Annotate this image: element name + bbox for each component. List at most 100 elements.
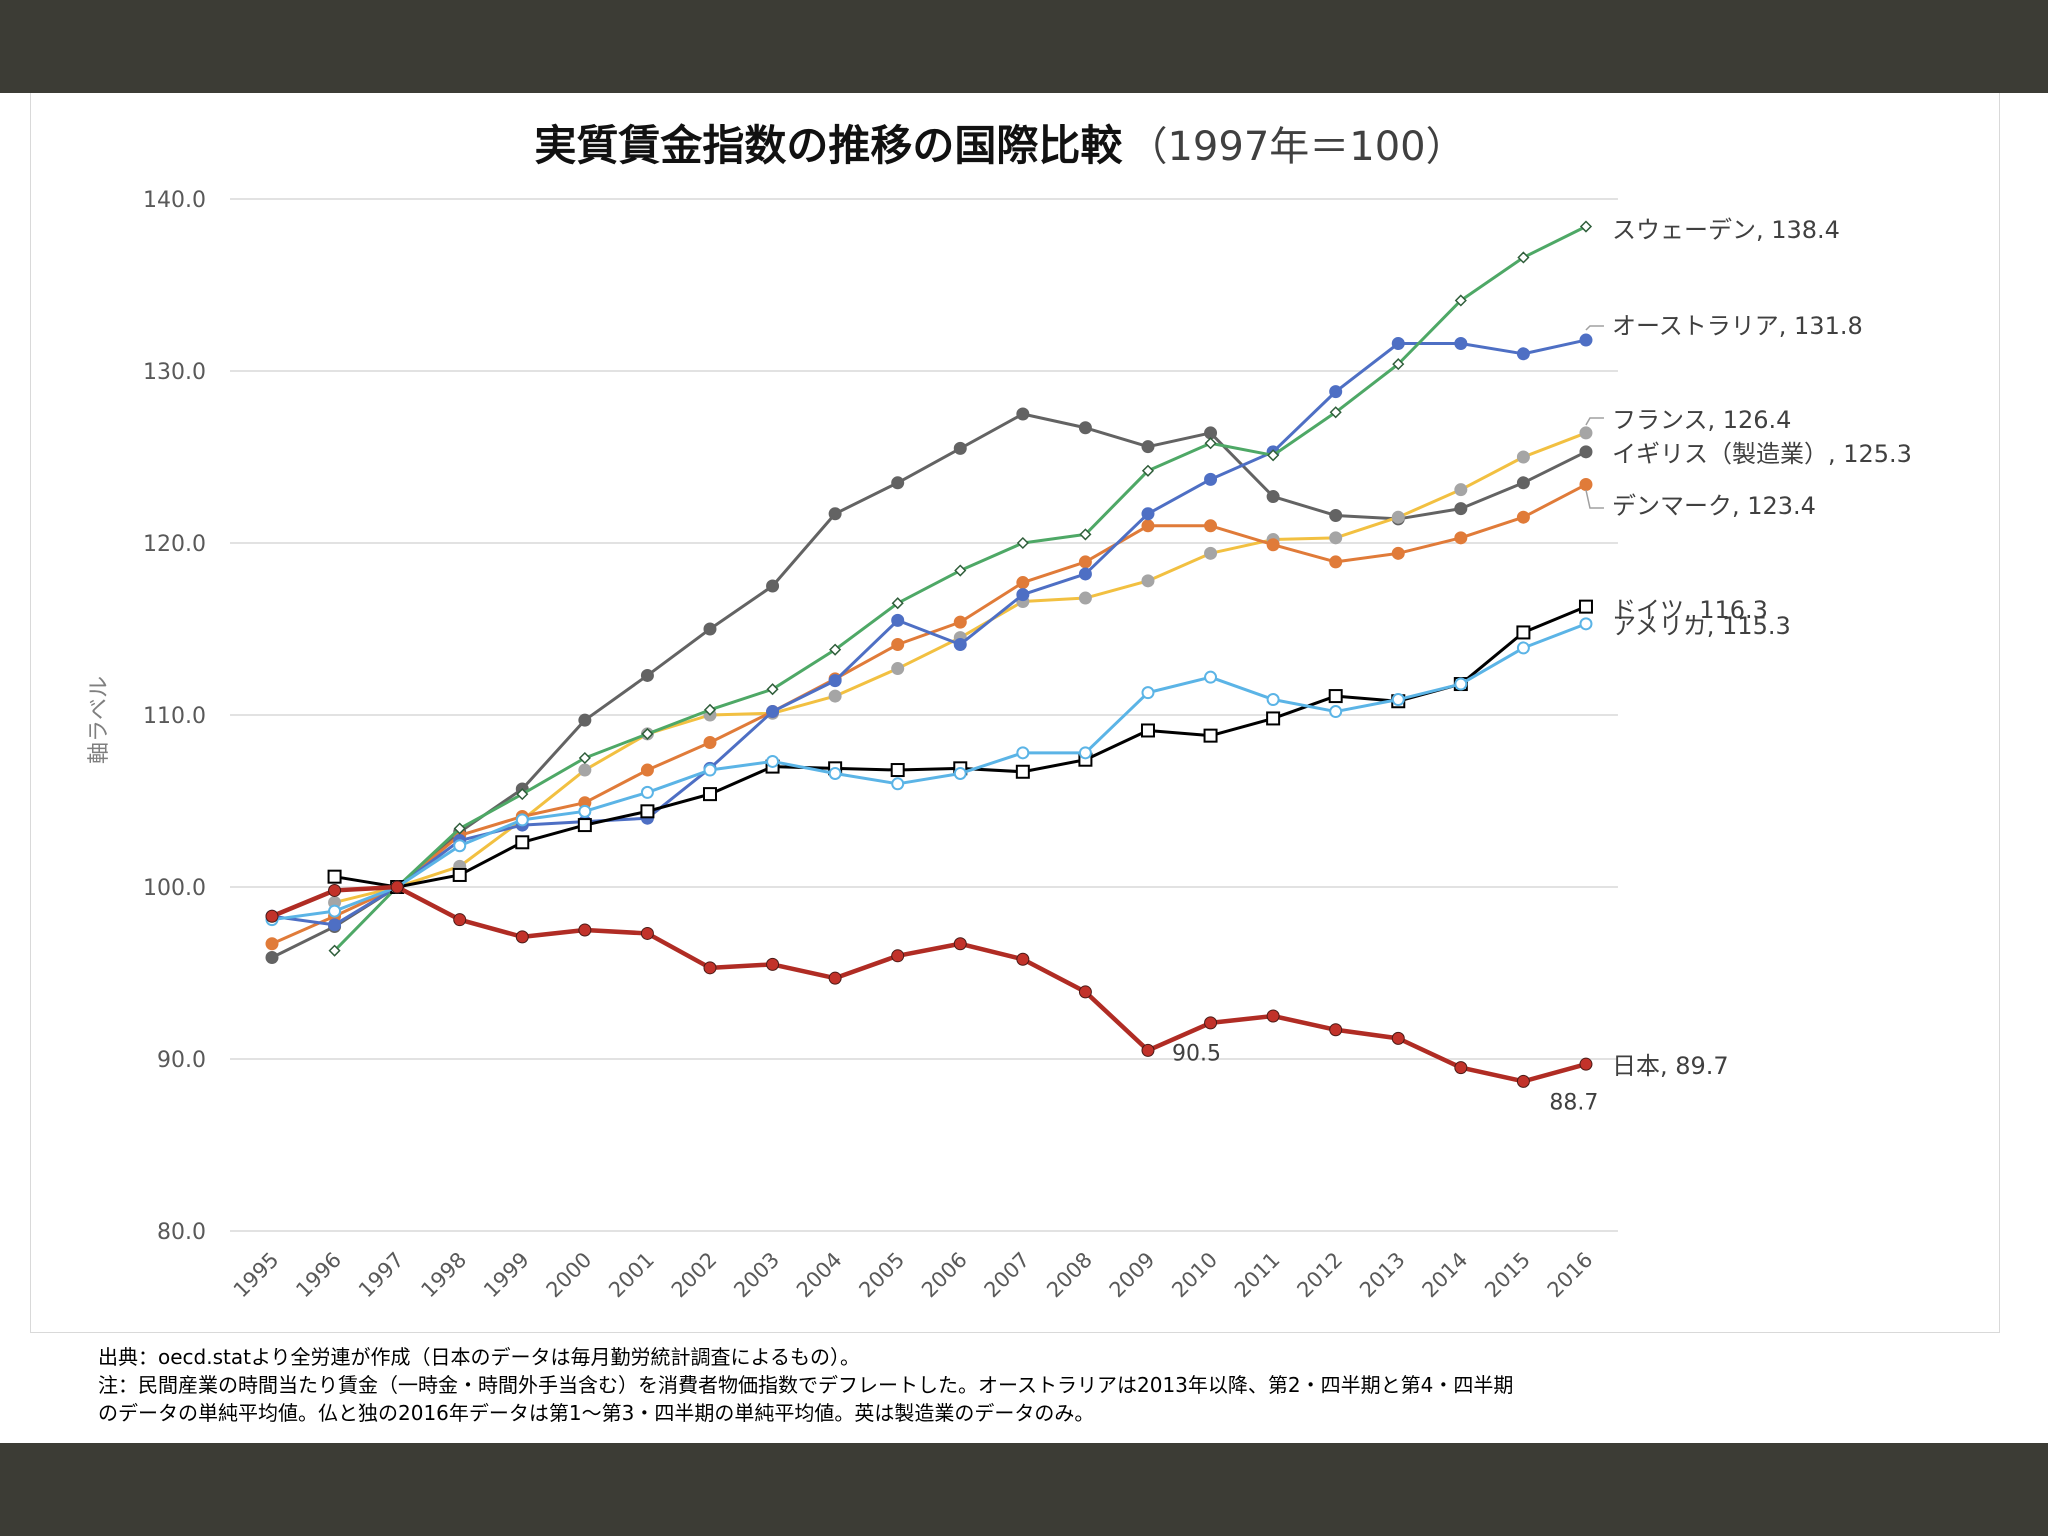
data-point [1329, 1023, 1343, 1037]
data-point [578, 923, 592, 937]
x-tick-label: 2003 [729, 1248, 784, 1303]
data-point [1141, 464, 1155, 477]
x-tick-label: 2011 [1230, 1248, 1285, 1303]
method-note-line2: のデータの単純平均値。仏と独の2016年データは第1～第3・四半期の単純平均値。… [98, 1401, 1095, 1425]
data-point [703, 736, 717, 750]
data-point [1016, 952, 1030, 966]
data-point [1329, 531, 1343, 545]
series-line [271, 884, 1587, 1084]
x-tick-label: 2005 [854, 1248, 909, 1303]
data-point [1204, 519, 1218, 533]
data-point [1204, 472, 1218, 486]
data-point [1016, 536, 1029, 550]
data-point [1516, 510, 1530, 524]
data-point [515, 813, 529, 827]
data-point [1579, 220, 1593, 233]
data-point [1078, 746, 1092, 760]
data-point [1516, 347, 1530, 361]
x-tick-labels: 1995 1996 1997 1998 1999 2000 2001 2002 2003 2004… [229, 1248, 1598, 1303]
data-point [702, 787, 717, 802]
data-point [1454, 294, 1467, 307]
series [265, 220, 1593, 1088]
chart-title: 実質賃金指数の推移の国際比較 （1997年＝100） [534, 121, 1465, 170]
data-point [1516, 450, 1530, 464]
y-tick-label: 90.0 [157, 1048, 206, 1073]
data-point [953, 637, 967, 651]
y-tick-label: 120.0 [143, 532, 206, 557]
grid [230, 198, 1618, 1232]
data-point [1078, 567, 1092, 581]
series-end-label: イギリス（製造業）, 125.3 [1612, 440, 1912, 468]
data-point [1329, 508, 1343, 522]
x-tick-label: 2016 [1543, 1248, 1598, 1303]
series-end-label: オーストラリア, 131.8 [1612, 312, 1863, 340]
data-point [1579, 1057, 1593, 1071]
data-label: 90.5 [1172, 1041, 1221, 1066]
data-point [265, 937, 279, 951]
data-point [1329, 705, 1343, 719]
data-point [328, 883, 342, 897]
data-point [829, 643, 842, 656]
data-point [1204, 426, 1218, 440]
chart-notes: 出典：oecd.statより全労連が作成（日本のデータは毎月勤労統計調査によるも… [98, 1343, 1998, 1427]
data-point [703, 961, 717, 975]
series-スウェーデン [328, 220, 1593, 957]
data-point [1016, 588, 1030, 602]
data-point [1454, 531, 1468, 545]
data-point [1329, 406, 1342, 419]
x-tick-label: 2006 [917, 1248, 972, 1303]
leader-line [1585, 417, 1604, 426]
data-point [1578, 599, 1593, 614]
data-point [1392, 358, 1405, 371]
data-point [1579, 478, 1593, 492]
data-point [1266, 693, 1280, 707]
x-tick-label: 2015 [1480, 1248, 1535, 1303]
data-point [1267, 449, 1280, 462]
data-point [828, 766, 842, 780]
data-point [1204, 546, 1218, 560]
series-line [271, 338, 1587, 927]
data-point [640, 668, 654, 682]
data-point [578, 751, 591, 765]
data-point [1266, 538, 1280, 552]
data-point [890, 763, 905, 778]
data-point [1391, 693, 1405, 707]
data-point [1204, 670, 1218, 684]
data-point [1140, 723, 1155, 738]
data-point [1391, 1031, 1405, 1045]
y-tick-label: 100.0 [143, 876, 206, 901]
data-point [1016, 576, 1030, 590]
y-tick-labels: 80.0 90.0 100.0 110.0 120.0 130.0 140.0 [143, 188, 206, 1245]
data-point [1454, 483, 1468, 497]
data-point [515, 835, 530, 850]
data-point [1141, 574, 1155, 588]
data-point [828, 971, 842, 985]
x-tick-label: 1997 [354, 1248, 409, 1303]
x-tick-label: 2014 [1418, 1248, 1473, 1303]
y-tick-label: 80.0 [157, 1220, 206, 1245]
data-point [1141, 1043, 1155, 1057]
x-tick-label: 2000 [542, 1248, 597, 1303]
data-point [1141, 507, 1155, 521]
series-オーストラリア [265, 333, 1593, 932]
x-tick-label: 2001 [604, 1248, 659, 1303]
data-point [578, 804, 592, 818]
data-point [1391, 510, 1405, 524]
data-point [265, 909, 279, 923]
data-point [828, 507, 842, 521]
data-point [766, 683, 779, 696]
series-end-label: ドイツ, 116.3 [1612, 596, 1768, 624]
data-point [1329, 555, 1343, 569]
data-point [891, 476, 905, 490]
data-point [1203, 728, 1218, 743]
data-point [1266, 1009, 1280, 1023]
data-point [766, 957, 780, 971]
data-point [1391, 336, 1405, 350]
data-point [390, 880, 404, 894]
data-point [1516, 625, 1531, 640]
data-point [1516, 641, 1530, 655]
data-point [1454, 1061, 1468, 1075]
data-point [327, 869, 342, 884]
data-point [766, 705, 780, 719]
x-tick-label: 2010 [1167, 1248, 1222, 1303]
